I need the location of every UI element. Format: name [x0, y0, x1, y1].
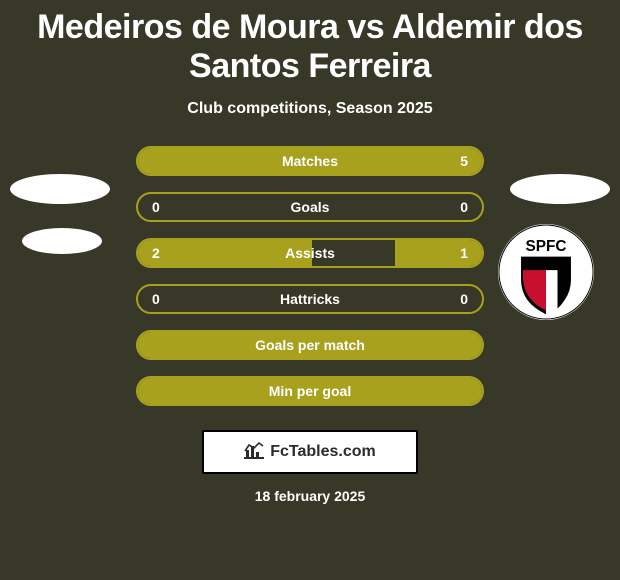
- stat-label: Hattricks: [280, 291, 340, 307]
- left-team-badge-1: [10, 174, 110, 204]
- stat-label: Matches: [282, 153, 338, 169]
- stat-value-right: 5: [460, 153, 468, 169]
- comparison-infographic: Medeiros de Moura vs Aldemir dos Santos …: [0, 0, 620, 580]
- stat-value-right: 0: [460, 291, 468, 307]
- right-team-badge-1: [510, 174, 610, 204]
- left-team-badge-2: [22, 228, 102, 254]
- right-team-logo-spfc: SPFC: [498, 224, 594, 320]
- stat-row: Min per goal: [136, 376, 484, 406]
- stat-value-left: 0: [152, 291, 160, 307]
- stat-label: Goals: [291, 199, 330, 215]
- stat-label: Goals per match: [255, 337, 365, 353]
- chart-icon: [244, 441, 264, 464]
- footer-date: 18 february 2025: [0, 488, 620, 504]
- svg-text:SPFC: SPFC: [526, 238, 567, 255]
- stat-value-right: 0: [460, 199, 468, 215]
- subtitle: Club competitions, Season 2025: [0, 100, 620, 118]
- stat-row: Matches 5: [136, 146, 484, 176]
- stat-row: Assists 2 1: [136, 238, 484, 268]
- stat-value-left: 2: [152, 245, 160, 261]
- stat-label: Min per goal: [269, 383, 351, 399]
- source-box: FcTables.com: [202, 430, 418, 474]
- stat-fill-right: [395, 240, 482, 266]
- source-text: FcTables.com: [270, 443, 376, 461]
- stat-row: Hattricks 0 0: [136, 284, 484, 314]
- page-title: Medeiros de Moura vs Aldemir dos Santos …: [0, 0, 620, 86]
- stat-row: Goals per match: [136, 330, 484, 360]
- stat-label: Assists: [285, 245, 335, 261]
- stat-value-right: 1: [460, 245, 468, 261]
- stat-value-left: 0: [152, 199, 160, 215]
- stat-row: Goals 0 0: [136, 192, 484, 222]
